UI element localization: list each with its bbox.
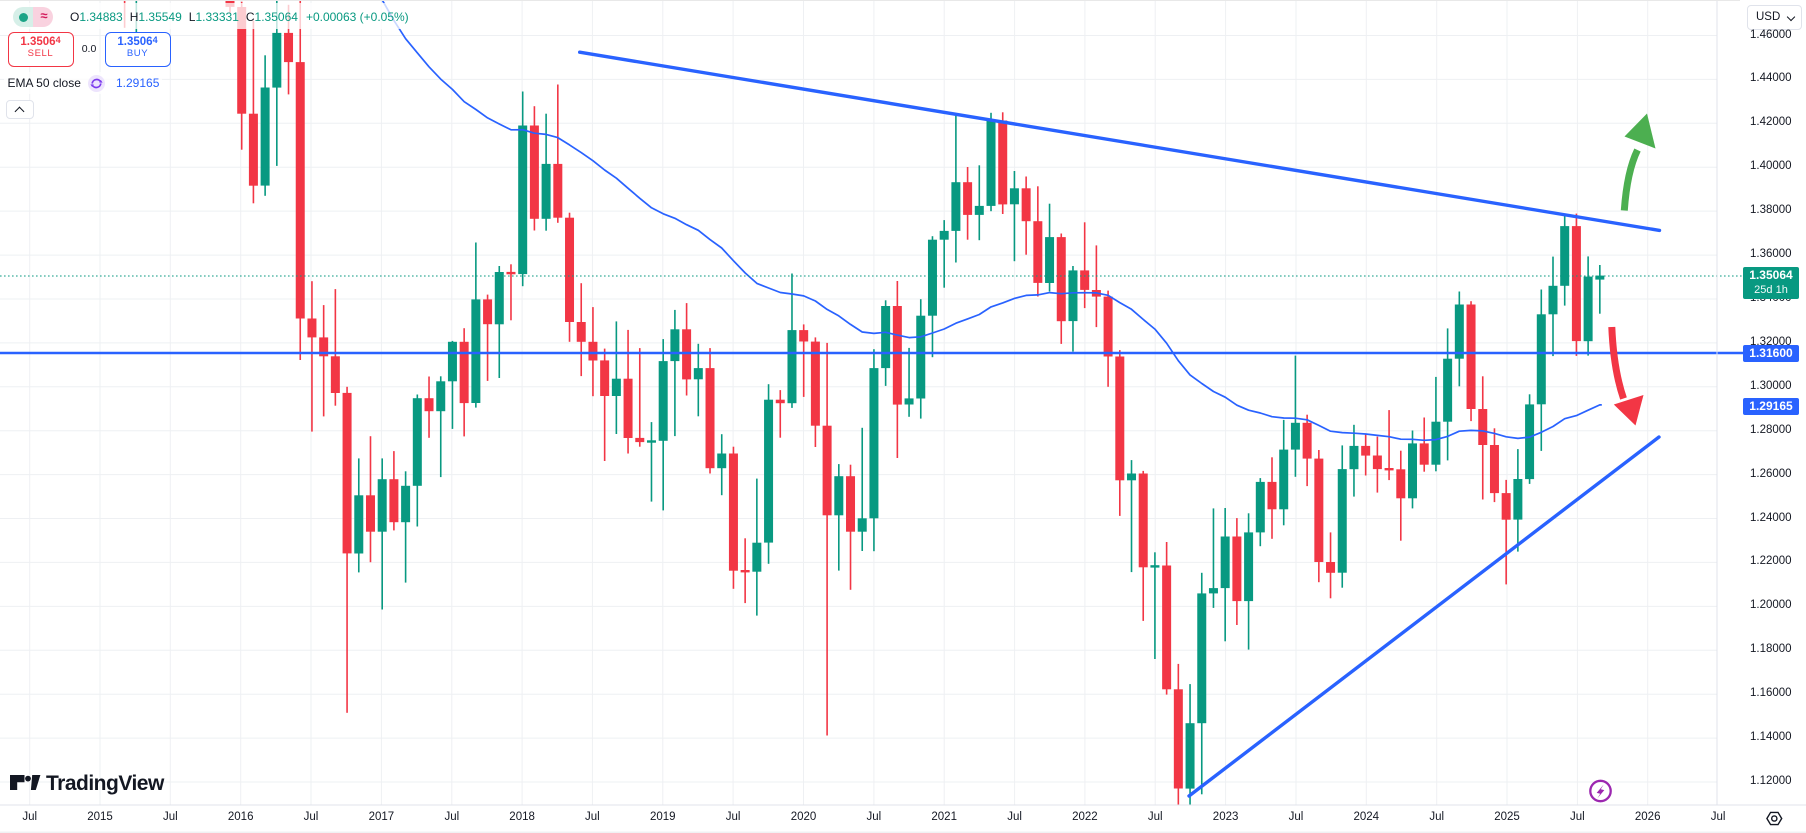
- svg-text:TradingView: TradingView: [46, 772, 165, 795]
